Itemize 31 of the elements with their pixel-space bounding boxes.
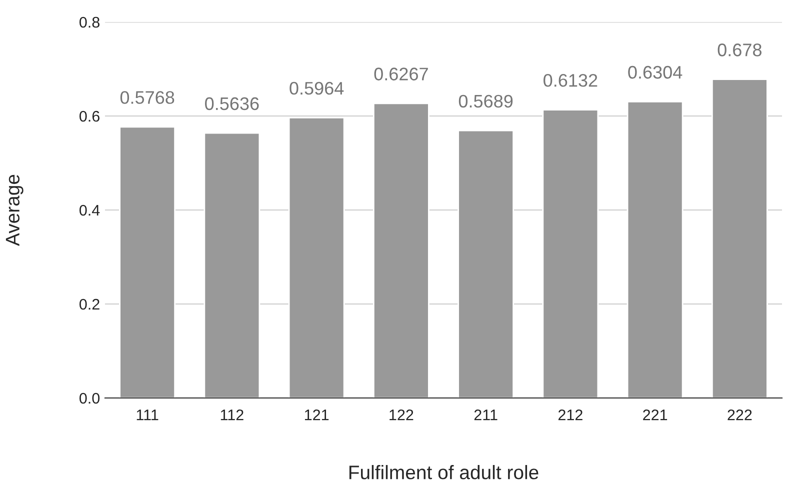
x-tick-label: 121 [304, 410, 329, 420]
data-label: 0.6132 [544, 74, 598, 87]
data-label: 0.5964 [290, 82, 344, 95]
bar [626, 101, 684, 398]
y-tick-label: 0.2 [80, 298, 100, 310]
bar [711, 78, 768, 398]
data-label: 0.5768 [120, 91, 174, 104]
x-tick-label: 221 [643, 410, 668, 420]
y-tick-label: 0.6 [80, 110, 100, 122]
x-tick-label: 212 [558, 410, 582, 420]
bar [204, 132, 260, 398]
x-tick-label: 111 [136, 410, 158, 420]
data-label: 0.678 [718, 44, 762, 56]
x-axis-title: Fulfilment of adult role [349, 465, 538, 480]
data-label: 0.6304 [628, 66, 682, 79]
bar [542, 109, 599, 398]
x-tick-label: 112 [220, 410, 244, 420]
y-tick-label: 0.4 [80, 204, 100, 216]
bar [458, 130, 514, 398]
bar [372, 102, 430, 398]
data-label: 0.6267 [374, 68, 428, 80]
y-axis-title: Average [6, 174, 24, 246]
x-tick-label: 211 [474, 410, 498, 420]
data-label: 0.5636 [205, 97, 259, 110]
y-tick-label: 0.0 [80, 392, 100, 404]
bar [288, 116, 345, 398]
x-tick-label: 222 [728, 410, 752, 420]
data-label: 0.5689 [458, 94, 513, 108]
bar [119, 126, 176, 398]
y-tick-label: 0.8 [80, 16, 100, 28]
x-tick-label: 122 [390, 410, 414, 420]
